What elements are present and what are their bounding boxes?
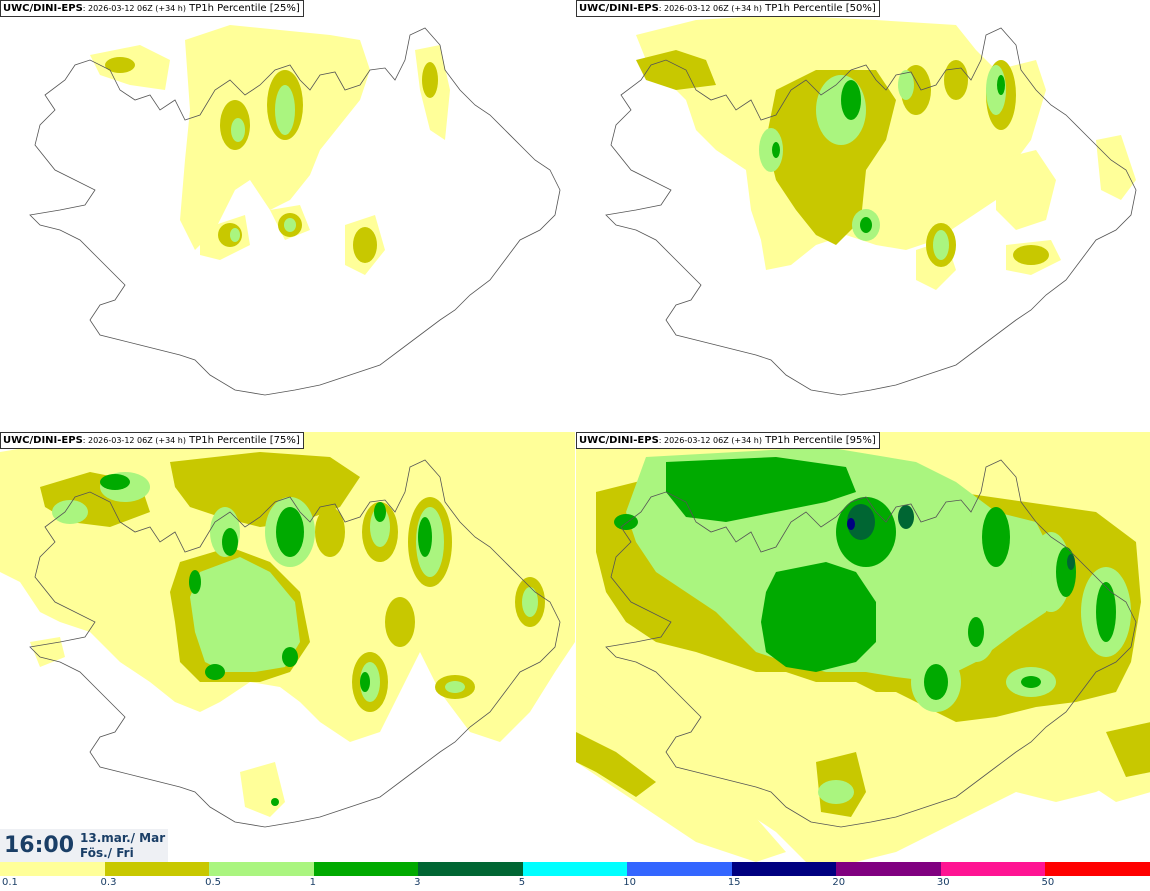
colorbar-segment [522, 862, 628, 876]
panel-title: UWC/DINI-EPS: 2026-03-12 06Z (+34 h) TP1… [0, 432, 304, 449]
colorbar-labels: 0.1 0.3 0.5 1 3 5 10 15 20 30 50 [0, 877, 1150, 891]
precip-map-95 [576, 432, 1150, 862]
colorbar-label: 0.1 [2, 877, 18, 888]
precip-map-25 [29, 25, 561, 396]
colorbar-segment [731, 862, 837, 876]
colorbar-segment [940, 862, 1046, 876]
valid-time: 16:00 [4, 833, 75, 858]
colorbar-segment [627, 862, 732, 876]
colorbar-label: 50 [1041, 877, 1055, 888]
colorbar-segment [209, 862, 314, 876]
precip-map-75 [0, 432, 575, 828]
panel-title: UWC/DINI-EPS: 2026-03-12 06Z (+34 h) TP1… [576, 0, 880, 17]
panel-percentile-95: UWC/DINI-EPS: 2026-03-12 06Z (+34 h) TP1… [576, 432, 1150, 862]
colorbar-label: 15 [727, 877, 741, 888]
panel-percentile-50: UWC/DINI-EPS: 2026-03-12 06Z (+34 h) TP1… [576, 0, 1150, 430]
colorbar-segment [418, 862, 523, 876]
colorbar-label: 30 [936, 877, 950, 888]
colorbar-label: 0.3 [100, 877, 117, 888]
colorbar-label: 1 [309, 877, 316, 888]
colorbar-segment [104, 862, 210, 876]
colorbar-label: 10 [623, 877, 636, 888]
panel-percentile-25: UWC/DINI-EPS: 2026-03-12 06Z (+34 h) TP1… [0, 0, 575, 430]
panel-title: UWC/DINI-EPS: 2026-03-12 06Z (+34 h) TP1… [0, 0, 304, 17]
panel-percentile-75: UWC/DINI-EPS: 2026-03-12 06Z (+34 h) TP1… [0, 432, 575, 862]
colorbar-segment [836, 862, 941, 876]
colorbar-segment [1045, 862, 1150, 876]
precip-map-50 [605, 15, 1137, 396]
colorbar-segment [313, 862, 419, 876]
valid-date-line2: Fös./ Fri [80, 846, 134, 860]
valid-time-box: 16:00 13.mar./ Mar Fös./ Fri [0, 829, 168, 862]
colorbar-label: 5 [518, 877, 526, 888]
colorbar-label: 20 [832, 877, 846, 888]
valid-date-line1: 13.mar./ Mar [80, 831, 166, 845]
colorbar [0, 862, 1150, 876]
panel-title: UWC/DINI-EPS: 2026-03-12 06Z (+34 h) TP1… [576, 432, 880, 449]
colorbar-label: 0.5 [205, 877, 221, 888]
colorbar-segment [0, 862, 105, 876]
colorbar-label: 3 [414, 877, 421, 888]
